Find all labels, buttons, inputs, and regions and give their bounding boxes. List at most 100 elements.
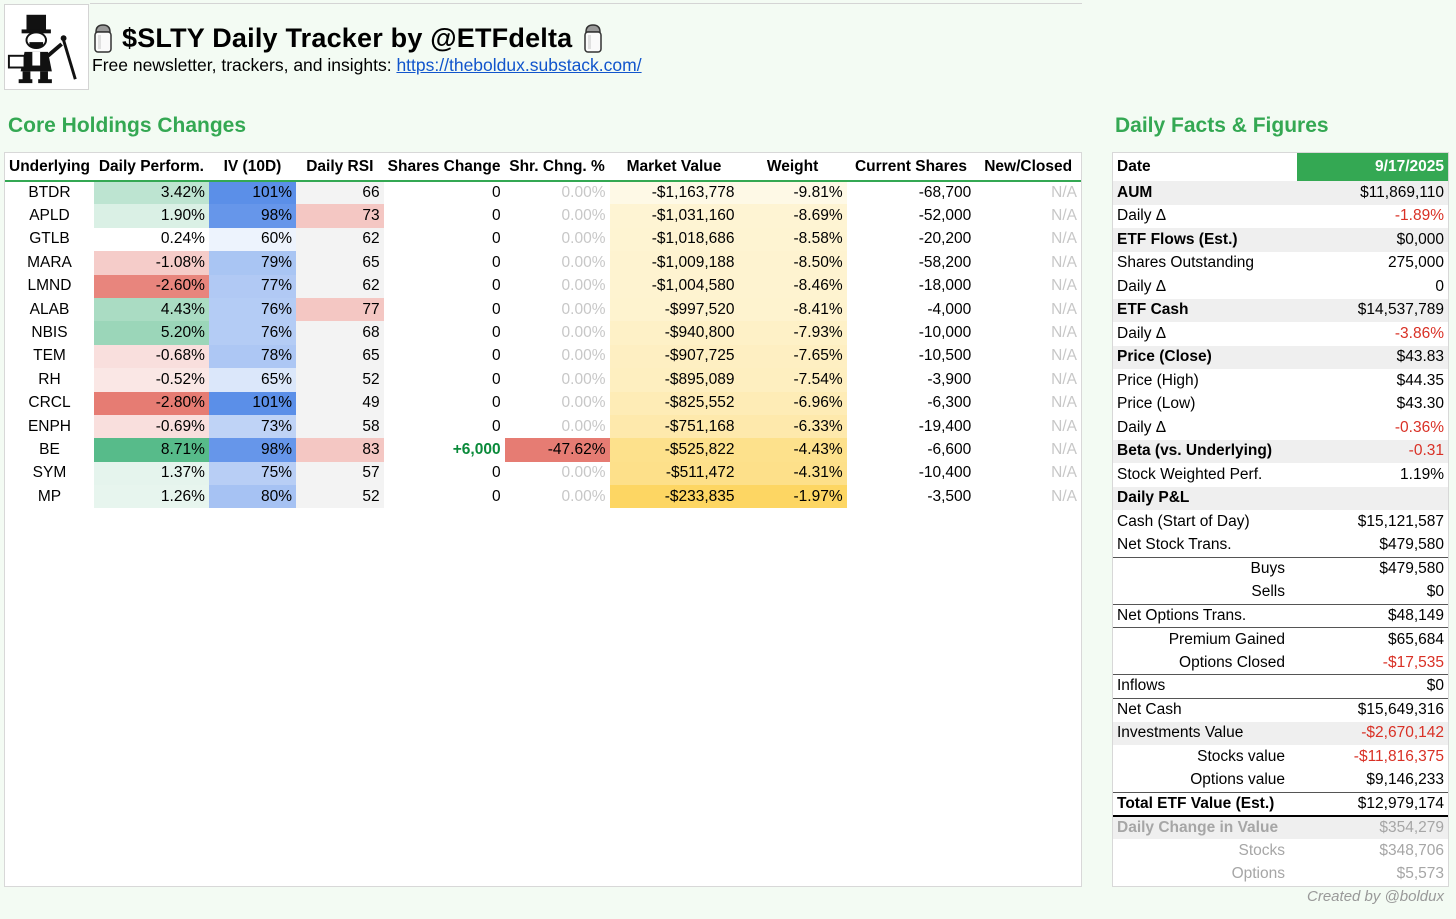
col-header-rsi: Daily RSI <box>296 153 384 182</box>
shares-change-cell: 0 <box>491 253 501 271</box>
perf-cell: 0.24% <box>160 230 205 248</box>
table-row: BTDR 3.42% 101% 66 0 0.00% -$1,163,778 -9.81% -6… <box>5 181 1081 205</box>
facts-value: $43.30 <box>1396 395 1444 413</box>
holdings-table: Underlying Daily Perform. IV (10D) Daily… <box>5 153 1081 509</box>
facts-label: Stocks value <box>1197 747 1285 765</box>
current-shares-cell: -3,500 <box>927 487 972 505</box>
facts-row: Daily Δ -0.36% <box>1113 416 1448 440</box>
facts-row: Shares Outstanding 275,000 <box>1113 252 1448 276</box>
facts-value: 1.19% <box>1400 465 1444 483</box>
facts-value: $44.35 <box>1396 371 1444 389</box>
perf-cell: 4.43% <box>93 297 209 322</box>
table-row: APLD 1.90% 98% 73 0 0.00% -$1,031,160 -8.69% -52… <box>5 204 1081 228</box>
rsi-cell: 65 <box>296 251 384 275</box>
table-row: BE 8.71% 98% 83 +6,000 -47.62% -$525,822 -4.43%… <box>5 438 1081 462</box>
facts-row: Price (High) $44.35 <box>1113 369 1448 393</box>
perf-cell: 3.42% <box>93 181 209 205</box>
iv-cell: 98% <box>208 438 297 462</box>
weight-cell: -8.50% <box>738 251 847 275</box>
facts-label: AUM <box>1113 181 1297 205</box>
status-cell: N/A <box>1051 440 1077 458</box>
status-cell: N/A <box>1051 184 1077 202</box>
status-cell: N/A <box>1051 347 1077 365</box>
current-shares-cell: -6,600 <box>927 440 972 458</box>
ticker-cell: SYM <box>32 464 67 482</box>
facts-label: Premium Gained <box>1113 627 1297 651</box>
facts-row: Price (Close) $43.83 <box>1113 345 1448 369</box>
facts-row: Cash (Start of Day) $15,121,587 <box>1113 510 1448 534</box>
weight-cell: -4.31% <box>738 461 847 486</box>
facts-label: ETF Flows (Est.) <box>1113 228 1297 252</box>
facts-label: Investments Value <box>1113 721 1297 745</box>
shr-chng-pct-cell: 0.00% <box>561 370 606 388</box>
facts-row: Daily Δ -3.86% <box>1113 322 1448 346</box>
facts-value: -0.36% <box>1394 418 1444 436</box>
rsi-cell: 68 <box>296 321 384 345</box>
holdings-panel: Underlying Daily Perform. IV (10D) Daily… <box>4 152 1082 887</box>
ticker-cell: BE <box>39 440 60 458</box>
col-header-shares-change: Shares Change <box>383 153 505 182</box>
rsi-cell: 66 <box>296 181 384 205</box>
current-shares-cell: -6,300 <box>927 394 972 412</box>
current-shares-cell: -10,400 <box>918 464 972 482</box>
facts-row: Options $5,573 <box>1113 863 1448 887</box>
facts-label: Stock Weighted Perf. <box>1117 465 1263 483</box>
ticker-cell: ENPH <box>27 417 72 435</box>
facts-label: ETF Cash <box>1113 298 1297 322</box>
facts-row: ETF Flows (Est.) $0,000 <box>1113 228 1448 252</box>
iv-cell: 76% <box>208 297 297 322</box>
shares-change-cell: 0 <box>491 370 501 388</box>
facts-value: $354,279 <box>1297 814 1448 839</box>
rsi-cell: 58 <box>296 414 384 439</box>
facts-value: $0 <box>1426 583 1444 600</box>
shares-change-cell: 0 <box>491 394 501 412</box>
facts-value: $12,979,174 <box>1297 791 1448 816</box>
header-divider <box>90 3 1082 4</box>
weight-cell: -6.96% <box>738 391 847 415</box>
facts-row: Buys $479,580 <box>1113 556 1448 581</box>
newsletter-link[interactable]: https://theboldux.substack.com/ <box>396 55 642 75</box>
facts-row: Options value $9,146,233 <box>1113 769 1448 793</box>
perf-cell: 1.26% <box>93 485 209 509</box>
col-header-shr-chng-pct: Shr. Chng. % <box>504 153 610 182</box>
facts-value: $479,580 <box>1379 536 1444 553</box>
facts-value: $9,146,233 <box>1366 771 1444 788</box>
facts-row: Options Closed -$17,535 <box>1113 651 1448 675</box>
ticker-cell: APLD <box>29 207 70 225</box>
facts-label: Buys <box>1113 556 1297 581</box>
status-cell: N/A <box>1051 394 1077 412</box>
shr-chng-pct-cell: 0.00% <box>561 300 606 318</box>
weight-cell: -9.81% <box>738 181 847 205</box>
facts-table: Date 9/17/2025 AUM $11,869,110 Daily Δ -1.89%… <box>1113 153 1448 886</box>
shr-chng-pct-cell: 0.00% <box>561 324 606 342</box>
facts-label: Net Cash <box>1113 697 1297 722</box>
status-cell: N/A <box>1051 370 1077 388</box>
col-header-daily-perform: Daily Perform. <box>93 153 209 182</box>
subtitle-text: Free newsletter, trackers, and insights: <box>92 55 397 75</box>
facts-row: Investments Value -$2,670,142 <box>1113 721 1448 745</box>
facts-value: 9/17/2025 <box>1297 153 1448 181</box>
market-value-cell: -$1,031,160 <box>609 204 739 228</box>
rsi-cell: 77 <box>296 297 384 322</box>
market-value-cell: -$1,018,686 <box>609 227 739 252</box>
facts-value: $43.83 <box>1297 345 1448 369</box>
iv-cell: 73% <box>208 414 297 439</box>
weight-cell: -8.41% <box>738 297 847 322</box>
table-row: MP 1.26% 80% 52 0 0.00% -$233,835 -1.97% -3,500 N… <box>5 485 1081 509</box>
perf-cell: -2.80% <box>93 391 209 415</box>
shares-change-cell: 0 <box>491 230 501 248</box>
facts-value: $11,869,110 <box>1297 181 1448 205</box>
current-shares-cell: -52,000 <box>918 207 972 225</box>
facts-value: $348,706 <box>1379 841 1444 859</box>
facts-value: 0 <box>1435 277 1444 295</box>
status-cell: N/A <box>1051 417 1077 435</box>
facts-label: Price (Low) <box>1117 395 1196 413</box>
shares-change-cell: 0 <box>491 464 501 482</box>
subtitle: Free newsletter, trackers, and insights:… <box>92 55 642 76</box>
perf-cell: -1.08% <box>93 251 209 275</box>
market-value-cell: -$997,520 <box>609 297 739 322</box>
table-row: LMND -2.60% 77% 62 0 0.00% -$1,004,580 -8.46% -1… <box>5 274 1081 298</box>
rsi-cell: 73 <box>296 204 384 228</box>
facts-row: Inflows $0 <box>1113 674 1448 698</box>
market-value-cell: -$525,822 <box>609 438 739 462</box>
